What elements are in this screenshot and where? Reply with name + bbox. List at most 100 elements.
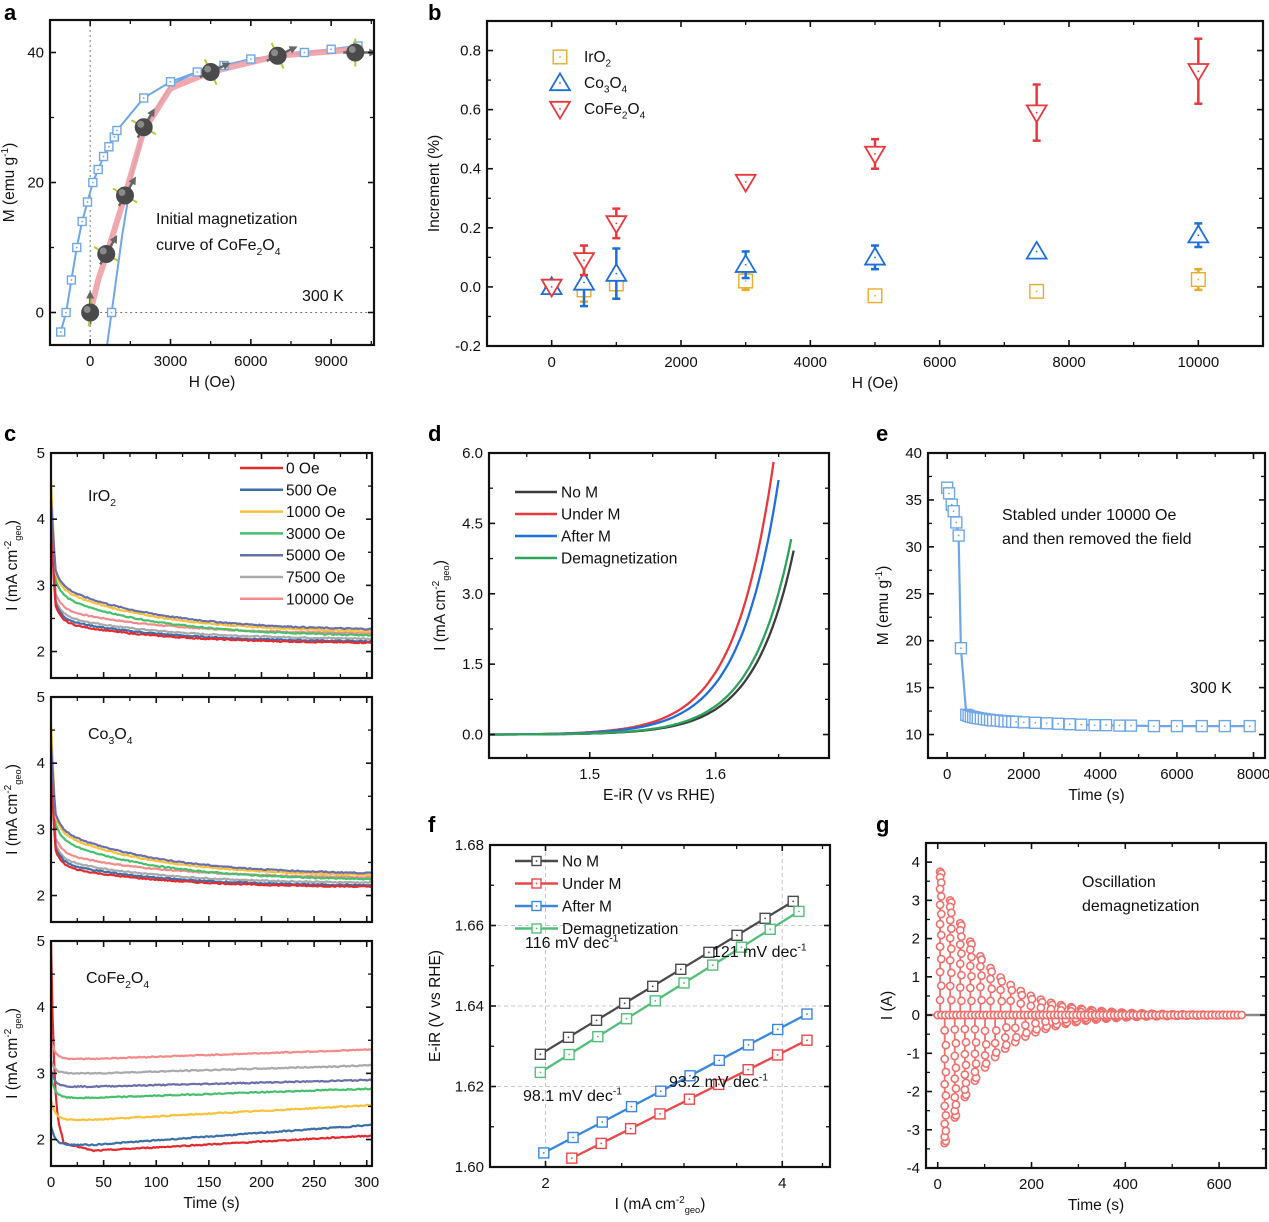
current-point xyxy=(971,1037,981,1047)
current-point xyxy=(945,955,955,965)
tafel-series-after-m xyxy=(538,1008,813,1159)
tafel-point-dot xyxy=(708,951,710,954)
panel-d-lsv-curves: 1.5 1.6 0.0 1.5 3.0 4.5 6.0 E-iR (V vs RHE) I (m… xyxy=(431,445,831,804)
open-triangle-down-marker xyxy=(572,252,596,272)
hysteresis-lower-point-dot xyxy=(110,311,113,314)
current-point xyxy=(951,1063,961,1073)
current-point xyxy=(945,981,955,991)
legend-label: 0 Oe xyxy=(286,461,320,478)
tafel-point-dot xyxy=(539,1053,542,1056)
y-tick-label: 2 xyxy=(37,644,45,661)
hysteresis-lower-point xyxy=(102,348,110,356)
tafel-point-dot xyxy=(623,1002,626,1005)
tafel-point-dot xyxy=(740,946,743,949)
current-point xyxy=(986,974,995,984)
current-point xyxy=(935,942,945,952)
tafel-slope-label-after-m-part: -1 xyxy=(613,1087,622,1098)
trace-0-oe xyxy=(51,941,372,1153)
subplot-material-label-part: 4 xyxy=(127,736,133,747)
panel-g-x-axis-label-part: Time (s) xyxy=(1068,1197,1124,1214)
hysteresis-upper-point-dot xyxy=(169,80,172,83)
legend-label: Demagnetization xyxy=(561,551,677,568)
y-tick-label: 3 xyxy=(912,892,920,909)
spin-sphere-highlight xyxy=(118,189,126,196)
legend-label-part: Co xyxy=(584,75,604,92)
tafel-point-dot xyxy=(792,900,795,903)
legend-label: 500 Oe xyxy=(286,482,337,499)
panel-a-y-axis-label-part: -1 xyxy=(0,147,11,156)
x-tick-label: 50 xyxy=(95,1174,112,1191)
annotation-curve-of-material-part: 4 xyxy=(275,247,281,258)
spin-marker xyxy=(81,290,100,327)
current-point xyxy=(1026,1001,1036,1011)
spin-sphere xyxy=(268,46,287,65)
panel-g-x-axis-label: Time (s) xyxy=(1068,1197,1124,1214)
hysteresis-upper-point-dot xyxy=(97,168,100,171)
open-triangle-down-marker-dot xyxy=(1035,111,1038,114)
subplot-frame xyxy=(49,939,374,1168)
legend-label: 5000 Oe xyxy=(286,548,345,565)
square-marker-dot xyxy=(1035,290,1038,293)
current-point xyxy=(941,1091,951,1100)
open-triangle-down-marker-dot xyxy=(1197,70,1200,73)
current-point xyxy=(940,1101,950,1111)
subplot-plot-area xyxy=(51,724,372,889)
legend-label-part: 4 xyxy=(622,85,628,96)
current-point xyxy=(946,924,956,934)
panel-b-x-axis-label-part: H (Oe) xyxy=(852,375,899,392)
y-tick-label: 1 xyxy=(912,969,920,986)
annotation-temperature-e-part: 300 K xyxy=(1190,680,1232,697)
annotation-temperature-a: 300 K xyxy=(302,288,344,305)
y-tick-label: 5 xyxy=(37,445,45,462)
legend-label-part: O xyxy=(609,75,621,92)
current-point xyxy=(965,945,975,955)
panel-label-d: d xyxy=(428,421,441,446)
current-point xyxy=(1012,1032,1021,1042)
current-point xyxy=(957,932,966,942)
legend-item-no-m: No M xyxy=(515,485,598,502)
legend-item-under-m: Under M xyxy=(515,507,620,524)
annotation-oscillation: Oscillation xyxy=(1082,874,1156,891)
spin-marker xyxy=(199,58,231,86)
y-tick-label: 1.60 xyxy=(455,1159,484,1176)
current-point xyxy=(980,1051,990,1060)
relaxation-point-dot xyxy=(1093,724,1096,727)
y-tick-label: 3 xyxy=(37,1065,45,1082)
panel-e-x-axis-label-part: Time (s) xyxy=(1068,787,1124,804)
y-tick-label: 5 xyxy=(37,689,45,706)
trace-5000-oe xyxy=(51,1069,372,1089)
relaxation-point-dot xyxy=(1200,725,1203,727)
panel-a-y-axis-label-part: ) xyxy=(1,143,18,148)
open-triangle-up-marker-dot xyxy=(559,82,561,84)
current-point xyxy=(991,1048,1001,1057)
x-tick-label: 8000 xyxy=(1052,354,1085,371)
current-point xyxy=(945,933,955,943)
tafel-slope-label-after-m-part: 98.1 mV dec xyxy=(523,1088,613,1105)
panel-b-y-axis-label-part: Increment (%) xyxy=(426,135,443,232)
hysteresis-upper-point-dot xyxy=(81,220,84,223)
y-tick-label: 30 xyxy=(905,539,922,556)
panel-f-x-axis-label-geo: geo xyxy=(685,1205,701,1215)
panel-label-c: c xyxy=(4,421,16,446)
legend-marker-dot xyxy=(535,882,538,885)
legend-label-part: 3 xyxy=(604,85,610,96)
spin-marker xyxy=(266,42,298,69)
trace-3000-oe xyxy=(51,750,372,881)
tafel-point-dot xyxy=(654,999,657,1002)
legend-item-after-m: After M xyxy=(515,899,612,916)
square-marker-dot xyxy=(559,56,561,58)
y-tick-label: 4 xyxy=(912,854,920,871)
current-point xyxy=(1000,1033,1010,1042)
y-tick-label: 2 xyxy=(912,931,920,948)
tafel-slope-label-no-m: 116 mV dec-1 xyxy=(525,934,619,952)
trace-10000-oe xyxy=(51,1040,372,1061)
legend-label-part: O xyxy=(628,101,640,118)
current-point xyxy=(1017,990,1027,1000)
spin-sphere-highlight xyxy=(271,49,279,57)
y-tick-label: 0.4 xyxy=(460,161,481,178)
panel-e-magnetization-relaxation: 0 2000 4000 6000 8000 10 15 20 25 30 35 40 Time (s) M… xyxy=(874,445,1269,804)
current-point xyxy=(987,984,997,994)
spin-sphere-highlight xyxy=(348,46,356,53)
y-tick-label: -3 xyxy=(907,1122,920,1139)
